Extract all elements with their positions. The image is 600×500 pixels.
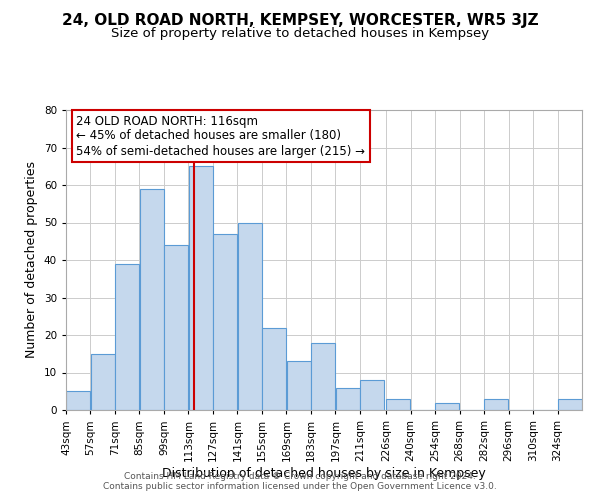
Text: Size of property relative to detached houses in Kempsey: Size of property relative to detached ho… xyxy=(111,28,489,40)
Text: 24 OLD ROAD NORTH: 116sqm
← 45% of detached houses are smaller (180)
54% of semi: 24 OLD ROAD NORTH: 116sqm ← 45% of detac… xyxy=(76,114,365,158)
Bar xyxy=(238,222,262,410)
X-axis label: Distribution of detached houses by size in Kempsey: Distribution of detached houses by size … xyxy=(162,466,486,479)
Bar xyxy=(189,166,212,410)
Bar xyxy=(558,399,582,410)
Bar xyxy=(140,188,164,410)
Bar xyxy=(115,264,139,410)
Text: Contains public sector information licensed under the Open Government Licence v3: Contains public sector information licen… xyxy=(103,482,497,491)
Y-axis label: Number of detached properties: Number of detached properties xyxy=(25,162,38,358)
Bar xyxy=(213,234,237,410)
Bar xyxy=(484,399,508,410)
Bar xyxy=(360,380,384,410)
Text: Contains HM Land Registry data © Crown copyright and database right 2024.: Contains HM Land Registry data © Crown c… xyxy=(124,472,476,481)
Bar xyxy=(311,342,335,410)
Bar xyxy=(386,399,410,410)
Text: 24, OLD ROAD NORTH, KEMPSEY, WORCESTER, WR5 3JZ: 24, OLD ROAD NORTH, KEMPSEY, WORCESTER, … xyxy=(62,12,538,28)
Bar xyxy=(164,245,188,410)
Bar xyxy=(91,354,115,410)
Bar xyxy=(66,391,90,410)
Bar xyxy=(335,388,359,410)
Bar xyxy=(287,361,311,410)
Bar xyxy=(436,402,459,410)
Bar xyxy=(262,328,286,410)
